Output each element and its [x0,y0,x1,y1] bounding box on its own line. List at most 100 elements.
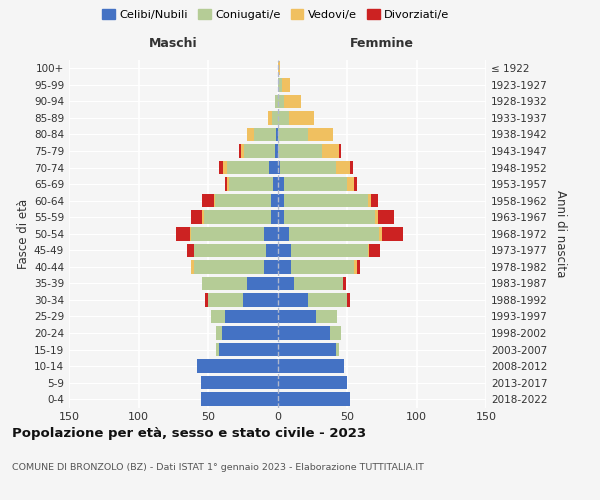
Bar [277,360,344,373]
Bar [274,178,277,191]
Bar [217,343,219,356]
Bar [268,111,272,124]
Bar [277,178,284,191]
Bar [276,128,277,141]
Bar [229,178,274,191]
Bar [247,128,254,141]
Bar [197,360,277,373]
Bar [336,161,350,174]
Bar [277,343,336,356]
Text: Popolazione per età, sesso e stato civile - 2023: Popolazione per età, sesso e stato civil… [12,428,366,440]
Bar [277,161,280,174]
Bar [284,94,301,108]
Bar [254,128,276,141]
Bar [369,244,380,257]
Bar [308,293,347,306]
Text: COMUNE DI BRONZOLO (BZ) - Dati ISTAT 1° gennaio 2023 - Elaborazione TUTTITALIA.I: COMUNE DI BRONZOLO (BZ) - Dati ISTAT 1° … [12,462,424,471]
Bar [280,161,336,174]
Bar [191,210,202,224]
Bar [269,161,277,174]
Bar [241,144,244,158]
Y-axis label: Anni di nascita: Anni di nascita [554,190,567,278]
Bar [211,310,224,324]
Bar [205,293,208,306]
Bar [368,244,369,257]
Bar [292,260,354,274]
Bar [354,260,357,274]
Bar [277,260,292,274]
Bar [271,194,277,207]
Bar [275,94,277,108]
Bar [281,78,290,92]
Bar [277,78,281,92]
Bar [263,227,277,240]
Bar [277,94,284,108]
Bar [222,326,277,340]
Bar [247,276,277,290]
Bar [275,144,277,158]
Bar [308,128,333,141]
Bar [227,161,269,174]
Bar [263,260,277,274]
Bar [289,111,314,124]
Bar [202,194,214,207]
Bar [277,276,294,290]
Text: Maschi: Maschi [149,37,197,50]
Bar [176,227,190,240]
Bar [277,244,292,257]
Bar [202,276,247,290]
Bar [215,194,271,207]
Bar [219,161,223,174]
Bar [224,310,277,324]
Bar [190,227,191,240]
Bar [194,260,263,274]
Bar [277,227,289,240]
Bar [277,128,308,141]
Bar [354,178,357,191]
Bar [214,194,215,207]
Bar [201,376,277,390]
Bar [277,62,280,75]
Bar [277,111,289,124]
Bar [289,227,379,240]
Bar [277,310,316,324]
Bar [208,293,243,306]
Bar [338,144,341,158]
Bar [347,178,354,191]
Bar [357,260,359,274]
Bar [191,227,263,240]
Bar [219,343,277,356]
Bar [343,276,346,290]
Bar [243,293,277,306]
Bar [277,376,347,390]
Bar [377,210,394,224]
Bar [277,293,308,306]
Bar [277,194,284,207]
Bar [271,210,277,224]
Bar [277,210,284,224]
Bar [284,178,347,191]
Bar [284,210,375,224]
Bar [201,392,277,406]
Bar [284,194,368,207]
Bar [331,326,341,340]
Bar [217,326,222,340]
Bar [350,161,353,174]
Y-axis label: Fasce di età: Fasce di età [17,198,30,269]
Bar [371,194,377,207]
Bar [204,210,271,224]
Text: Femmine: Femmine [350,37,414,50]
Bar [239,144,241,158]
Bar [272,111,277,124]
Bar [316,310,337,324]
Bar [194,244,266,257]
Bar [379,227,382,240]
Bar [347,293,350,306]
Legend: Celibi/Nubili, Coniugati/e, Vedovi/e, Divorziati/e: Celibi/Nubili, Coniugati/e, Vedovi/e, Di… [98,4,454,24]
Bar [368,194,371,207]
Bar [227,178,229,191]
Bar [375,210,377,224]
Bar [277,392,350,406]
Bar [224,178,227,191]
Bar [294,276,343,290]
